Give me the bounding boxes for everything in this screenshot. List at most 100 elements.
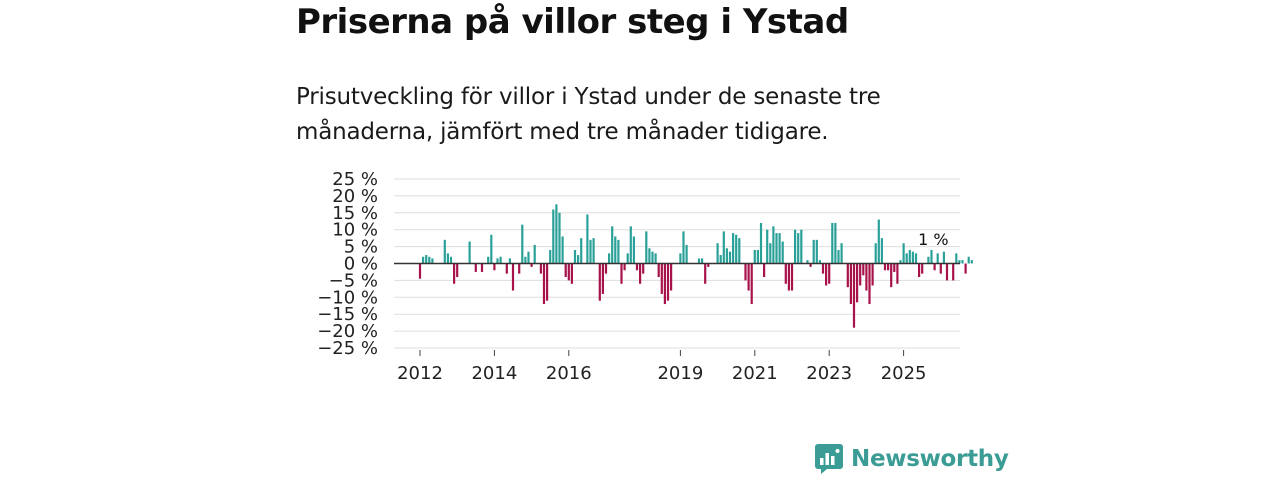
bar <box>542 263 546 305</box>
bar <box>933 263 936 271</box>
bar <box>732 233 735 264</box>
bar <box>865 263 868 291</box>
bar <box>877 219 880 264</box>
bar <box>521 224 524 264</box>
bar <box>456 263 459 278</box>
chart-subtitle: Prisutveckling för villor i Ystad under … <box>296 84 881 145</box>
bar <box>834 222 837 264</box>
bar <box>744 263 747 281</box>
bar <box>682 231 685 264</box>
bar <box>800 229 803 264</box>
bar <box>651 251 654 264</box>
bar <box>508 258 511 264</box>
bar <box>759 222 763 264</box>
bar <box>474 263 477 272</box>
y-tick-label: 20 % <box>332 186 378 207</box>
y-tick-label: 25 % <box>332 169 378 190</box>
bar <box>927 256 930 264</box>
chart-title: Priserna på villor steg i Ystad <box>296 2 849 42</box>
bar <box>443 239 446 264</box>
bar <box>828 263 831 284</box>
bar <box>608 253 611 264</box>
bar <box>620 263 623 284</box>
annotations: 1 % <box>918 230 948 249</box>
bar <box>902 243 905 264</box>
bar <box>626 253 629 264</box>
bar <box>570 263 573 284</box>
bar <box>738 238 741 264</box>
bar <box>586 214 589 264</box>
bar <box>766 229 769 264</box>
bar <box>505 263 508 274</box>
newsworthy-logo-icon <box>815 444 843 474</box>
bar <box>849 263 852 305</box>
bar <box>642 263 645 274</box>
bar <box>763 263 766 278</box>
bar <box>887 263 890 271</box>
bar <box>663 263 666 305</box>
bar <box>704 263 707 284</box>
bar <box>930 249 933 264</box>
x-tick-label: 2014 <box>471 363 517 384</box>
bar <box>567 263 570 281</box>
bar <box>750 263 753 305</box>
bar <box>524 256 527 264</box>
bar <box>905 253 908 264</box>
bar <box>697 258 701 264</box>
bar <box>493 263 496 271</box>
bar <box>446 253 449 264</box>
bar <box>846 263 849 288</box>
gridlines <box>394 178 960 349</box>
y-tick-label: −25 % <box>317 338 378 359</box>
bar <box>747 263 750 291</box>
bar <box>756 249 759 264</box>
bar <box>428 256 431 264</box>
x-tick-label: 2019 <box>657 363 703 384</box>
bar <box>549 249 552 264</box>
bar <box>896 263 899 284</box>
bar <box>648 248 651 264</box>
bar <box>939 263 942 274</box>
bar <box>577 255 580 264</box>
bar <box>617 239 620 264</box>
bar <box>449 256 453 264</box>
bar <box>660 263 663 294</box>
bar <box>778 233 781 264</box>
bar <box>871 263 874 286</box>
bar <box>890 263 893 288</box>
bar <box>645 231 648 264</box>
bar <box>629 226 632 264</box>
bar <box>580 238 583 264</box>
bar <box>564 263 567 278</box>
y-tick-label: −5 % <box>329 270 378 291</box>
y-axis-ticks: 25 %20 %15 %10 %5 %0 %−5 %−10 %−15 %−20 … <box>317 169 378 359</box>
bar <box>716 243 719 264</box>
bar <box>614 236 617 264</box>
bar <box>772 226 775 264</box>
bar <box>812 239 815 264</box>
bar <box>856 263 859 303</box>
bar <box>573 249 577 264</box>
y-tick-label: 5 % <box>344 237 378 258</box>
bar <box>961 260 964 264</box>
bar <box>964 263 967 274</box>
x-tick-label: 2016 <box>546 363 592 384</box>
y-tick-label: 15 % <box>332 203 378 224</box>
bar <box>769 243 772 264</box>
bar <box>425 255 428 264</box>
bar <box>527 251 530 264</box>
bar <box>530 263 533 267</box>
bar <box>453 263 456 284</box>
bar <box>670 263 673 291</box>
newsworthy-logo: Newsworthy <box>815 444 1009 474</box>
bar <box>679 253 682 264</box>
x-tick-label: 2012 <box>397 363 443 384</box>
bar <box>480 263 484 272</box>
bar <box>831 222 834 264</box>
bar <box>818 260 821 264</box>
bar <box>936 253 939 264</box>
y-tick-label: −10 % <box>317 287 378 308</box>
bar <box>970 260 973 264</box>
bar <box>561 236 564 264</box>
y-tick-label: −20 % <box>317 321 378 342</box>
